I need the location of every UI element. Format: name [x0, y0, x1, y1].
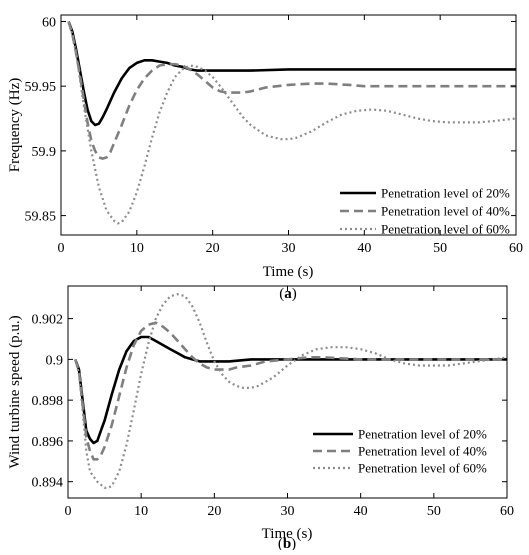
chart-b-xtick-label: 20	[207, 504, 221, 519]
chart-b-series-layer	[74, 293, 508, 489]
chart-a-legend-label-2: Penetration level of 40%	[381, 204, 510, 219]
chart-a-xtick-label: 50	[433, 241, 447, 256]
chart-a-plot-frame	[60, 14, 517, 236]
chart-b-xtick-label: 50	[427, 504, 441, 519]
chart-a-ytick-label: 59.95	[25, 80, 57, 95]
chart-b-ytick-label: 0.9	[46, 353, 64, 368]
chart-a-legend-label-3: Penetration level of 60%	[381, 222, 510, 237]
chart-b-ytick-label: 0.894	[32, 476, 64, 491]
chart-b-caption-close: )	[291, 536, 296, 550]
chart-a-xticks: 0 10 20 30 40 50 60	[58, 15, 523, 256]
chart-a-caption: (a)	[279, 286, 297, 302]
chart-a-caption-letter: a	[284, 286, 292, 302]
chart-a-xtick-label: 60	[509, 241, 523, 256]
chart-a-series-line-2	[67, 21, 516, 160]
chart-a-xtick-label: 40	[357, 241, 371, 256]
chart-b-xticks: 0 10 20 30 40 50 60	[65, 286, 514, 519]
chart-b-xtick-label: 40	[354, 504, 368, 519]
chart-b-ylabel: Wind turbine speed (p.u.)	[7, 315, 23, 468]
chart-b-caption: (b)	[278, 536, 296, 550]
chart-b: 0 10 20 30 40 50 60 0.894 0.896 0.898 0.9 0.902 Ti…	[7, 285, 514, 552]
chart-b-xtick-label: 10	[134, 504, 148, 519]
chart-a-ytick-label: 59.9	[32, 145, 57, 160]
chart-a-series-layer	[67, 21, 517, 225]
chart-b-xlabel: Time (s)	[262, 526, 313, 542]
chart-a-xtick-label: 0	[58, 241, 65, 256]
chart-a-legend-label-1: Penetration level of 20%	[381, 186, 510, 201]
chart-b-ytick-label: 0.902	[32, 313, 64, 328]
chart-a-series-line-3	[67, 21, 517, 225]
chart-b-series-line-3	[74, 293, 508, 489]
chart-b-legend-label-3: Penetration level of 60%	[358, 461, 487, 476]
chart-b-ytick-label: 0.898	[32, 394, 64, 409]
chart-a-series-line-1	[67, 21, 516, 127]
chart-b-caption-open: (	[278, 536, 283, 550]
chart-a-xtick-label: 30	[282, 241, 296, 256]
chart-a-yticks: 59.85 59.9 59.95 60	[25, 15, 516, 225]
chart-a-xtick-label: 10	[130, 241, 144, 256]
chart-b-legend: Penetration level of 20% Penetration leve…	[313, 427, 487, 476]
chart-b-xtick-label: 30	[281, 504, 295, 519]
chart-a-ytick-label: 59.85	[25, 210, 57, 225]
chart-b-ytick-label: 0.896	[32, 435, 64, 450]
chart-a-ytick-label: 60	[42, 15, 56, 30]
chart-b-yticks: 0.894 0.896 0.898 0.9 0.902	[32, 313, 507, 491]
chart-b-legend-label-1: Penetration level of 20%	[358, 427, 487, 442]
chart-b-xtick-label: 60	[500, 504, 514, 519]
chart-b-xtick-label: 0	[65, 504, 72, 519]
chart-a-caption-open: (	[279, 286, 284, 302]
chart-b-legend-label-2: Penetration level of 40%	[358, 444, 487, 459]
chart-a-xtick-label: 20	[206, 241, 220, 256]
chart-a-xlabel: Time (s)	[263, 264, 314, 280]
chart-b-series-line-1	[74, 335, 507, 445]
chart-a-legend: Penetration level of 20% Penetration leve…	[340, 186, 510, 237]
chart-a-ylabel: Frequency (Hz)	[7, 78, 23, 173]
chart-b-caption-letter: b	[283, 536, 291, 550]
chart-b-series-line-2	[74, 321, 507, 461]
chart-a-caption-close: )	[292, 286, 297, 302]
